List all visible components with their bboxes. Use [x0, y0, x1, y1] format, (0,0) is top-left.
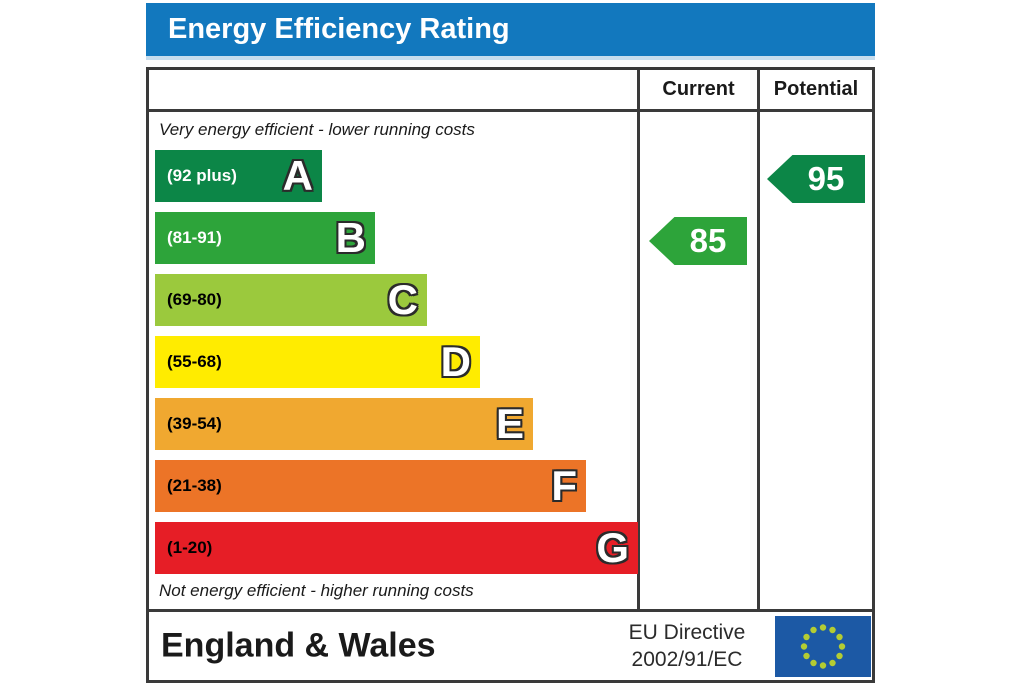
rating-table: Current Potential Very energy efficient …: [146, 67, 875, 683]
band-row-B: (81-91) B: [155, 212, 375, 264]
band-row-G: (1-20) G: [155, 522, 638, 574]
chart-title-bar: Energy Efficiency Rating: [146, 3, 875, 60]
top-caption: Very energy efficient - lower running co…: [159, 120, 475, 139]
potential-rating-value: 95: [807, 160, 845, 197]
band-letter: B: [335, 214, 366, 261]
eu-directive-line1: EU Directive: [628, 621, 746, 644]
band-range: (81-91): [167, 228, 222, 247]
band-letter: G: [596, 524, 629, 571]
footer-row: England & Wales EU Directive 2002/91/EC: [149, 609, 872, 680]
band-letter: E: [495, 400, 524, 447]
band-range: (21-38): [167, 476, 222, 495]
band-range: (1-20): [167, 538, 213, 557]
rating-body: Very energy efficient - lower running co…: [149, 112, 872, 609]
band-letter: A: [282, 152, 313, 199]
band-letter: D: [440, 338, 471, 385]
band-range: (55-68): [167, 352, 222, 371]
region-label: England & Wales: [161, 626, 436, 665]
eu-flag-icon: [775, 616, 871, 677]
band-row-D: (55-68) D: [155, 336, 480, 388]
potential-rating-arrow: 95: [767, 155, 865, 203]
band-range: (39-54): [167, 414, 222, 433]
eu-directive-label: EU Directive 2002/91/EC: [611, 619, 763, 673]
column-header-current: Current: [637, 70, 757, 109]
table-header-row: Current Potential: [149, 70, 872, 112]
band-row-A: (92 plus) A: [155, 150, 322, 202]
chart-frame: Energy Efficiency Rating Current Potenti…: [146, 3, 875, 683]
current-column-divider: [637, 112, 640, 609]
chart-title: Energy Efficiency Rating: [168, 13, 510, 45]
band-range: (92 plus): [167, 166, 237, 185]
current-rating-arrow: 85: [649, 217, 747, 265]
potential-column-divider: [757, 112, 760, 609]
header-spacer: [149, 70, 637, 109]
band-row-C: (69-80) C: [155, 274, 427, 326]
current-rating-value: 85: [689, 222, 727, 259]
band-row-E: (39-54) E: [155, 398, 533, 450]
band-letter: C: [387, 276, 418, 323]
column-header-potential: Potential: [757, 70, 872, 109]
eu-directive-line2: 2002/91/EC: [631, 648, 743, 671]
band-range: (69-80): [167, 290, 222, 309]
band-letter: F: [551, 462, 577, 509]
bottom-caption: Not energy efficient - higher running co…: [159, 581, 474, 600]
band-row-F: (21-38) F: [155, 460, 586, 512]
